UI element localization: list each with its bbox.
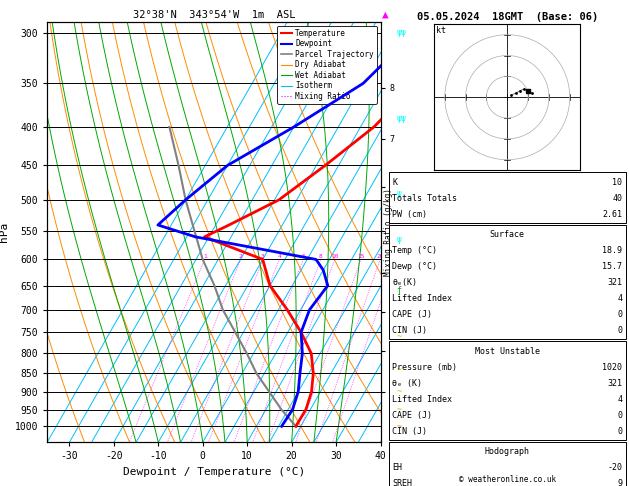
Text: Totals Totals: Totals Totals bbox=[392, 193, 457, 203]
Text: ψψ: ψψ bbox=[396, 29, 406, 37]
Text: ƒ: ƒ bbox=[396, 286, 401, 295]
Text: ~: ~ bbox=[396, 365, 401, 374]
Y-axis label: hPa: hPa bbox=[0, 222, 9, 242]
Text: Lifted Index: Lifted Index bbox=[392, 395, 452, 404]
Text: Hodograph: Hodograph bbox=[485, 447, 530, 456]
Text: 8: 8 bbox=[319, 254, 323, 260]
Text: SREH: SREH bbox=[392, 479, 413, 486]
Text: ~: ~ bbox=[396, 332, 401, 341]
Text: 40: 40 bbox=[612, 193, 622, 203]
Text: θₑ (K): θₑ (K) bbox=[392, 379, 423, 388]
Legend: Temperature, Dewpoint, Parcel Trajectory, Dry Adiabat, Wet Adiabat, Isotherm, Mi: Temperature, Dewpoint, Parcel Trajectory… bbox=[277, 26, 377, 104]
Text: Temp (°C): Temp (°C) bbox=[392, 246, 438, 255]
Text: θₑ(K): θₑ(K) bbox=[392, 278, 418, 287]
Text: ψ: ψ bbox=[396, 189, 401, 198]
Text: 4: 4 bbox=[277, 254, 281, 260]
Text: 2: 2 bbox=[239, 254, 243, 260]
Text: Dewp (°C): Dewp (°C) bbox=[392, 262, 438, 271]
Text: 0: 0 bbox=[617, 310, 622, 319]
Text: 6: 6 bbox=[301, 254, 305, 260]
Text: CIN (J): CIN (J) bbox=[392, 326, 428, 335]
Text: 0: 0 bbox=[617, 326, 622, 335]
Text: 2.61: 2.61 bbox=[602, 209, 622, 219]
Title: 32°38'N  343°54'W  1m  ASL: 32°38'N 343°54'W 1m ASL bbox=[133, 10, 295, 20]
Text: 321: 321 bbox=[607, 278, 622, 287]
Text: 0: 0 bbox=[617, 427, 622, 436]
Text: 4: 4 bbox=[617, 294, 622, 303]
Text: ψψ: ψψ bbox=[396, 114, 406, 123]
Text: 4: 4 bbox=[617, 395, 622, 404]
Text: ~: ~ bbox=[396, 405, 401, 414]
Text: ψ: ψ bbox=[396, 235, 401, 244]
Text: 10: 10 bbox=[331, 254, 338, 260]
Text: 20: 20 bbox=[377, 254, 384, 260]
Text: Mixing Ratio (g/kg): Mixing Ratio (g/kg) bbox=[384, 188, 392, 276]
Text: 10: 10 bbox=[612, 177, 622, 187]
Text: Lifted Index: Lifted Index bbox=[392, 294, 452, 303]
Text: CIN (J): CIN (J) bbox=[392, 427, 428, 436]
Text: -20: -20 bbox=[607, 463, 622, 472]
Text: CAPE (J): CAPE (J) bbox=[392, 310, 433, 319]
Text: EH: EH bbox=[392, 463, 403, 472]
Text: 15: 15 bbox=[357, 254, 365, 260]
Text: 18.9: 18.9 bbox=[602, 246, 622, 255]
Text: © weatheronline.co.uk: © weatheronline.co.uk bbox=[459, 474, 556, 484]
Y-axis label: km
ASL: km ASL bbox=[400, 232, 415, 251]
Text: Most Unstable: Most Unstable bbox=[475, 347, 540, 356]
Text: kt: kt bbox=[437, 26, 447, 35]
Text: 3: 3 bbox=[261, 254, 265, 260]
Text: ~: ~ bbox=[396, 387, 401, 397]
Text: 1020: 1020 bbox=[602, 363, 622, 372]
Text: 0: 0 bbox=[617, 411, 622, 420]
Text: 15.7: 15.7 bbox=[602, 262, 622, 271]
Text: K: K bbox=[392, 177, 398, 187]
Text: LCL: LCL bbox=[394, 409, 409, 418]
Text: Pressure (mb): Pressure (mb) bbox=[392, 363, 457, 372]
X-axis label: Dewpoint / Temperature (°C): Dewpoint / Temperature (°C) bbox=[123, 467, 305, 477]
Text: CAPE (J): CAPE (J) bbox=[392, 411, 433, 420]
Text: Surface: Surface bbox=[490, 230, 525, 239]
Text: 05.05.2024  18GMT  (Base: 06): 05.05.2024 18GMT (Base: 06) bbox=[416, 12, 598, 22]
Text: 1: 1 bbox=[203, 254, 206, 260]
Text: PW (cm): PW (cm) bbox=[392, 209, 428, 219]
Text: 9: 9 bbox=[617, 479, 622, 486]
Text: ~: ~ bbox=[396, 422, 401, 431]
Text: 321: 321 bbox=[607, 379, 622, 388]
Text: ▲: ▲ bbox=[382, 9, 389, 19]
